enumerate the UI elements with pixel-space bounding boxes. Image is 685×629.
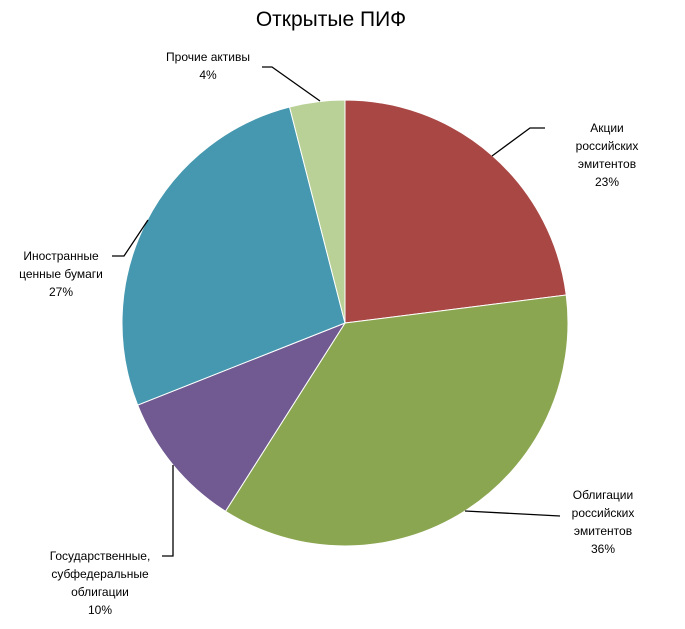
data-label: Иностранные ценные бумаги 27% <box>19 247 103 301</box>
leader-line <box>162 465 174 557</box>
value-label: 10% <box>87 603 113 617</box>
leader-line <box>464 510 561 517</box>
pie-slice <box>224 294 569 547</box>
data-label: Облигации российских эмитентов 36% <box>572 486 635 558</box>
data-label: Государственные, субфедеральные облигаци… <box>50 547 151 619</box>
leader-line <box>112 219 149 257</box>
pie-slice <box>344 99 567 324</box>
value-label: 23% <box>594 175 620 189</box>
category-label: Государственные, субфедеральные облигаци… <box>49 549 151 599</box>
data-label: Прочие активы 4% <box>166 48 250 84</box>
data-label: Акции российских эмитентов 23% <box>568 119 646 191</box>
category-label: Прочие активы <box>166 50 250 64</box>
chart-title: Открытые ПИФ <box>255 8 407 31</box>
category-label: Акции российских эмитентов <box>575 121 639 171</box>
category-label: Облигации российских эмитентов <box>571 488 635 538</box>
value-label: 4% <box>199 68 217 82</box>
category-label: Иностранные ценные бумаги <box>19 249 103 281</box>
leader-line <box>262 66 321 102</box>
slices <box>121 99 569 547</box>
pie-slice <box>288 99 346 324</box>
leader-line <box>491 127 545 157</box>
value-label: 27% <box>48 285 74 299</box>
value-label: 36% <box>590 542 616 556</box>
